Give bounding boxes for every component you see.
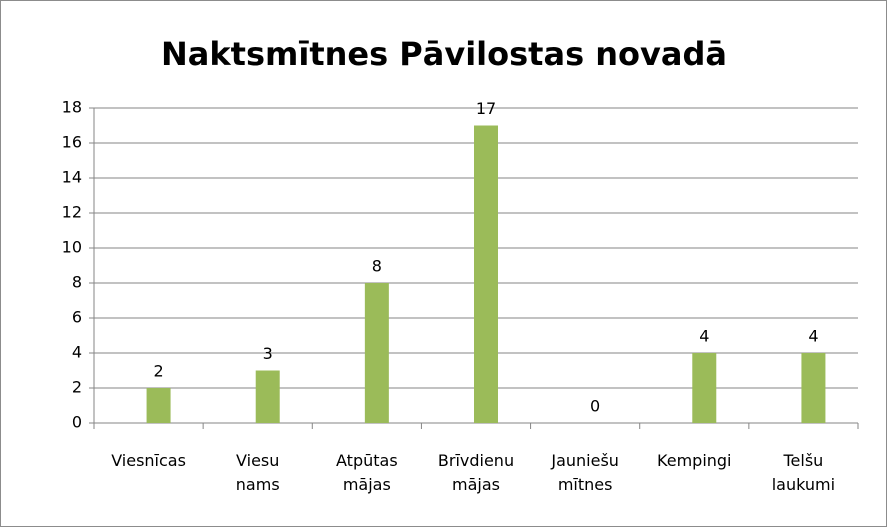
x-tick-label: Atpūtas mājas (312, 449, 421, 497)
y-tick-label: 16 (62, 133, 82, 152)
y-tick-label: 2 (72, 378, 82, 397)
x-tick-label-text: Atpūtas mājas (336, 451, 398, 494)
bar (801, 353, 826, 423)
data-label: 2 (153, 362, 163, 381)
y-tick-label: 10 (62, 238, 82, 257)
data-label: 3 (263, 344, 273, 363)
data-label: 0 (590, 397, 600, 416)
x-tick-label-text: Telšu laukumi (771, 451, 836, 494)
bar (146, 388, 171, 423)
x-tick-label-text: Jauniešu mītnes (551, 451, 619, 494)
data-label: 17 (476, 99, 496, 118)
y-tick-label: 14 (62, 168, 82, 187)
y-tick-label: 6 (72, 308, 82, 327)
bar (692, 353, 717, 423)
data-label: 8 (372, 257, 382, 276)
x-tick-label-text: Viesu nams (235, 451, 280, 494)
x-tick-label: Kempingi (640, 449, 749, 473)
y-tick-label: 12 (62, 203, 82, 222)
y-tick-label: 0 (72, 413, 82, 432)
x-tick-label-text: Viesnīcas (111, 451, 186, 470)
chart-title: Naktsmītnes Pāvilostas novadā (161, 35, 727, 73)
x-tick-label: Brīvdienu mājas (421, 449, 530, 497)
bar (474, 125, 498, 423)
y-tick-label: 4 (72, 343, 82, 362)
x-tick-label: Jauniešu mītnes (531, 449, 640, 497)
y-tick-label: 18 (62, 98, 82, 117)
x-tick-label: Viesnīcas (94, 449, 203, 473)
x-tick-label-text: Brīvdienu mājas (437, 451, 515, 494)
y-tick-label: 8 (72, 273, 82, 292)
x-tick-label: Telšu laukumi (749, 449, 858, 497)
x-tick-label-text: Kempingi (657, 451, 732, 470)
bar (364, 283, 389, 423)
x-tick-label: Viesu nams (203, 449, 312, 497)
bar (255, 370, 280, 423)
data-label: 4 (808, 327, 818, 346)
data-label: 4 (699, 327, 709, 346)
